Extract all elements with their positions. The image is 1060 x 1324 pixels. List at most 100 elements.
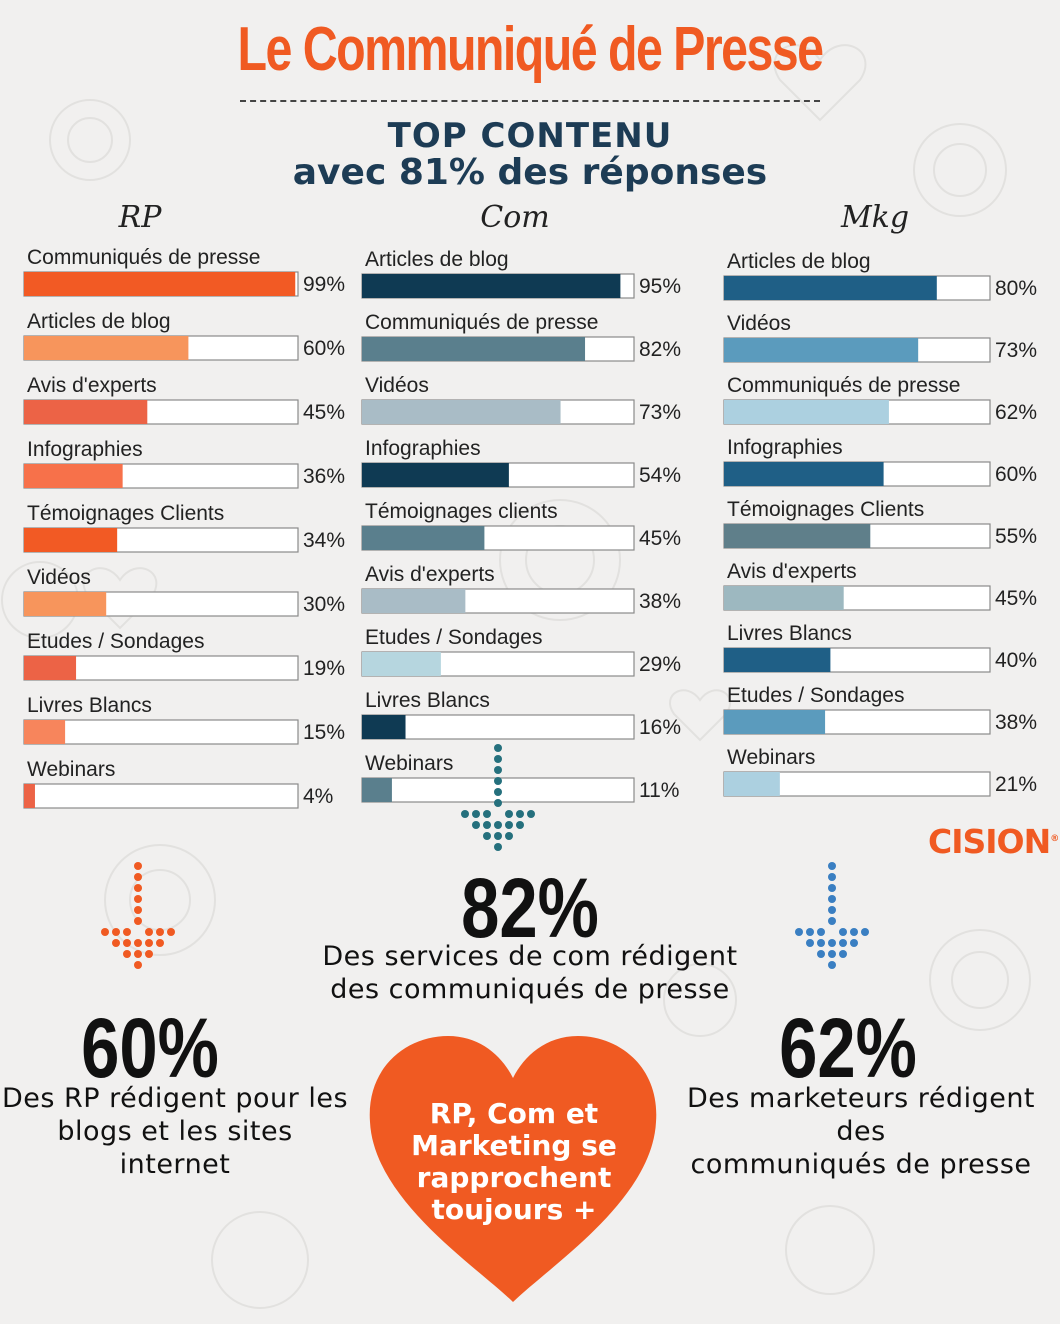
- arrow-dot: [494, 832, 502, 840]
- arrow-dot: [123, 950, 131, 958]
- arrow-dot: [806, 939, 814, 947]
- bar-label-com: Avis d'experts: [365, 563, 495, 586]
- bar-label-rp: Infographies: [27, 438, 143, 461]
- arrow-dot: [817, 928, 825, 936]
- bar-label-rp: Témoignages Clients: [27, 502, 224, 525]
- arrow-dot: [472, 810, 480, 818]
- bar-com: [362, 463, 509, 487]
- arrow-dot: [112, 928, 120, 936]
- arrow-dot: [472, 821, 480, 829]
- bar-label-mkg: Infographies: [727, 436, 843, 459]
- bar-rp: [24, 784, 35, 808]
- bar-value-label-rp: 36%: [303, 465, 345, 488]
- bar-com: [362, 589, 466, 613]
- bar-value-label-com: 73%: [639, 401, 681, 424]
- arrow-dot: [828, 895, 836, 903]
- bar-mkg: [724, 648, 831, 672]
- heart-text: RP, Com et Marketing se rapprochent touj…: [396, 1098, 632, 1226]
- bar-rp: [24, 464, 123, 488]
- arrow-dot: [861, 928, 869, 936]
- bar-label-rp: Webinars: [27, 758, 115, 781]
- arrow-dot: [850, 928, 858, 936]
- arrow-dot: [828, 917, 836, 925]
- bar-label-rp: Etudes / Sondages: [27, 630, 204, 653]
- arrow-dot: [817, 950, 825, 958]
- stat-mkg-text-line: communiqués de presse: [690, 1149, 1032, 1180]
- subtitle-line-2: avec 81% des réponses: [292, 152, 768, 193]
- arrow-dot: [167, 928, 175, 936]
- arrow-dot: [134, 862, 142, 870]
- bar-label-rp: Avis d'experts: [27, 374, 157, 397]
- bar-value-label-rp: 19%: [303, 657, 345, 680]
- column-title-mkg: Mkg: [840, 200, 910, 235]
- bar-value-label-com: 45%: [639, 527, 681, 550]
- arrow-dot: [828, 873, 836, 881]
- bar-value-label-mkg: 73%: [995, 339, 1037, 362]
- bar-label-rp: Articles de blog: [27, 310, 171, 333]
- arrow-dot: [494, 821, 502, 829]
- bar-value-label-mkg: 40%: [995, 649, 1037, 672]
- bar-value-label-rp: 4%: [303, 785, 333, 808]
- arrow-dot: [461, 810, 469, 818]
- cision-logo-text: CISION: [928, 822, 1051, 861]
- arrow-dot: [828, 906, 836, 914]
- bar-label-com: Livres Blancs: [365, 689, 490, 712]
- bar-mkg: [724, 710, 826, 734]
- arrow-dot: [828, 939, 836, 947]
- dotted-arrow-com-icon: [461, 744, 535, 851]
- arrow-dot: [839, 928, 847, 936]
- arrow-dot: [494, 755, 502, 763]
- arrow-dot: [134, 884, 142, 892]
- arrow-dot: [483, 832, 491, 840]
- arrow-dot: [156, 928, 164, 936]
- bar-label-com: Témoignages clients: [365, 500, 558, 523]
- stat-mkg-value: 62%: [779, 1001, 917, 1095]
- bar-value-label-mkg: 45%: [995, 587, 1037, 610]
- bar-label-com: Infographies: [365, 437, 481, 460]
- bar-value-label-mkg: 55%: [995, 525, 1037, 548]
- bar-value-label-mkg: 80%: [995, 277, 1037, 300]
- bar-label-mkg: Vidéos: [727, 312, 791, 335]
- bar-rp: [24, 528, 118, 552]
- arrow-dot: [839, 950, 847, 958]
- heart-text-line: rapprochent: [416, 1161, 612, 1194]
- stat-rp-value: 60%: [81, 1001, 219, 1095]
- bar-rp: [24, 592, 107, 616]
- bar-label-mkg: Articles de blog: [727, 250, 871, 273]
- dotted-arrow-rp-icon: [101, 862, 175, 969]
- bar-com: [362, 526, 485, 550]
- arrow-dot: [839, 939, 847, 947]
- arrow-dot: [145, 928, 153, 936]
- bar-mkg: [724, 338, 919, 362]
- arrow-dot: [806, 928, 814, 936]
- arrow-dot: [101, 928, 109, 936]
- bar-rp: [24, 336, 189, 360]
- cision-logo-mark: ®: [1050, 834, 1059, 844]
- bar-value-label-rp: 45%: [303, 401, 345, 424]
- bar-label-mkg: Etudes / Sondages: [727, 684, 904, 707]
- arrow-dot: [850, 939, 858, 947]
- bar-label-mkg: Communiqués de presse: [727, 374, 960, 397]
- bar-value-label-rp: 15%: [303, 721, 345, 744]
- arrow-dot: [828, 950, 836, 958]
- bar-label-mkg: Avis d'experts: [727, 560, 857, 583]
- bar-value-label-com: 11%: [639, 779, 679, 802]
- arrow-dot: [123, 939, 131, 947]
- arrow-dot: [505, 810, 513, 818]
- arrow-dot: [494, 777, 502, 785]
- heart-text-line: RP, Com et: [429, 1097, 599, 1130]
- arrow-dot: [134, 873, 142, 881]
- heart-icon: [369, 1036, 657, 1302]
- arrow-dot: [516, 810, 524, 818]
- bar-mkg: [724, 276, 937, 300]
- bar-label-mkg: Témoignages Clients: [727, 498, 924, 521]
- arrow-dot: [817, 939, 825, 947]
- bar-label-com: Vidéos: [365, 374, 429, 397]
- heart-text-line: toujours +: [431, 1193, 597, 1226]
- bar-mkg: [724, 524, 871, 548]
- title-divider: [240, 100, 820, 102]
- bar-value-label-com: 16%: [639, 716, 681, 739]
- bar-value-label-com: 29%: [639, 653, 681, 676]
- arrow-dot: [494, 799, 502, 807]
